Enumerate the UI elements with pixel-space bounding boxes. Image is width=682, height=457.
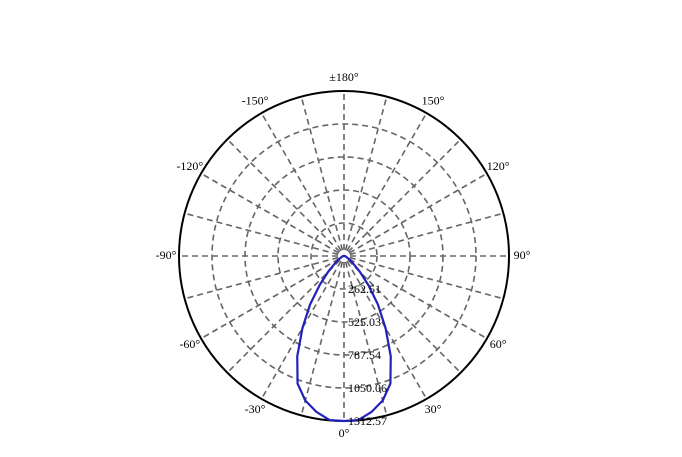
grid-spoke (260, 112, 342, 252)
grid-spoke (300, 261, 344, 416)
grid-spoke (226, 138, 341, 253)
grid-spoke (346, 112, 428, 252)
angle-label: 150° (422, 94, 445, 108)
radial-tick-label: 1050.06 (348, 381, 387, 395)
intensity-curve-layer (296, 254, 392, 423)
radial-tick-label: 787.54 (348, 348, 381, 362)
intensity-curve-series-0 (296, 254, 392, 423)
grid-spoke (184, 212, 339, 256)
angle-label: 30° (425, 402, 442, 416)
angle-label: ±180° (329, 70, 359, 84)
grid-spoke (348, 258, 488, 340)
angle-label: -120° (176, 159, 203, 173)
grid-spoke (300, 96, 344, 251)
grid-spoke (200, 172, 340, 254)
grid-spoke (184, 256, 339, 300)
angle-label: -60° (179, 337, 200, 351)
angle-label: -30° (245, 402, 266, 416)
grid-ring (211, 123, 477, 389)
grid-ring (310, 222, 378, 290)
radial-tick-label: 1312.57 (348, 414, 387, 428)
grid-spoke (349, 212, 504, 256)
grid-spoke (347, 259, 462, 374)
angle-label: -90° (156, 248, 177, 262)
grid-spoke (346, 260, 428, 400)
radial-tick-label: 262.51 (348, 282, 381, 296)
grid-spoke (349, 256, 504, 300)
angle-label: 0° (339, 426, 350, 440)
angle-label: 60° (490, 337, 507, 351)
angle-label: 90° (514, 248, 531, 262)
label-layer: 0° 30° 60° 90° 120° 150° ±180° -150° -120° -90° -6… (156, 70, 531, 440)
radial-tick-label: 525.03 (348, 315, 381, 329)
grid-spoke (347, 138, 462, 253)
angle-label: 120° (487, 159, 510, 173)
grid-spoke (344, 96, 388, 251)
grid-spoke (348, 172, 488, 254)
grid-spoke (260, 260, 342, 400)
grid-spoke (200, 258, 340, 340)
grid-spoke (344, 261, 388, 416)
angle-label: -150° (242, 94, 269, 108)
grid-spoke (226, 259, 341, 374)
